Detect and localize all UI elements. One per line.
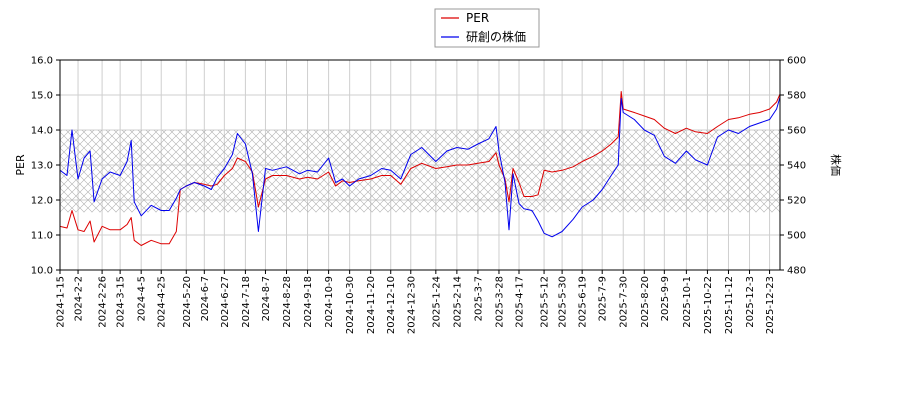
x-tick-label: 2025-10-22: [703, 276, 714, 334]
x-tick-label: 2024-8-7: [261, 276, 272, 321]
x-tick-label: 2025-3-28: [494, 276, 505, 328]
y-tick-label-right: 600: [787, 56, 806, 67]
x-tick-label: 2024-4-25: [157, 276, 168, 328]
legend: PER 研創の株価: [434, 8, 540, 48]
y-tick-label-left: 12.0: [31, 196, 53, 207]
y-tick-label-right: 500: [787, 231, 806, 242]
x-tick-label: 2025-5-12: [540, 276, 551, 328]
x-tick-label: 2024-6-7: [200, 276, 211, 321]
x-tick-label: 2025-5-30: [558, 276, 569, 328]
x-tick-label: 2024-2-26: [98, 276, 109, 328]
x-tick-label: 2024-10-9: [324, 276, 335, 328]
y-axis-right-title: 株価: [829, 154, 843, 176]
y-tick-label-left: 16.0: [31, 56, 53, 67]
legend-label-price: 研創の株価: [466, 29, 526, 44]
series-line-stock-price: [60, 95, 780, 238]
x-tick-label: 2024-3-15: [116, 276, 127, 328]
x-tick-label: 2024-2-2: [74, 276, 85, 321]
x-tick-label: 2025-9-9: [660, 276, 671, 321]
y-tick-label-right: 540: [787, 161, 806, 172]
y-tick-label-left: 13.0: [31, 161, 53, 172]
y-tick-label-left: 15.0: [31, 91, 53, 102]
x-tick-label: 2025-7-9: [598, 276, 609, 321]
series-line-per: [60, 91, 780, 246]
x-tick-label: 2025-7-30: [619, 276, 630, 328]
x-tick-label: 2024-11-20: [366, 276, 377, 334]
x-tick-label: 2024-12-10: [386, 276, 397, 334]
x-tick-label: 2025-1-24: [431, 276, 442, 328]
y-axis-left-title: PER: [14, 154, 27, 176]
x-tick-label: 2024-5-20: [182, 276, 193, 328]
hatched-band: [60, 130, 780, 213]
x-tick-label: 2025-11-12: [724, 276, 735, 334]
x-tick-label: 2024-7-18: [241, 276, 252, 328]
y-tick-label-left: 10.0: [31, 266, 53, 277]
x-tick-label: 2025-8-20: [640, 276, 651, 328]
y-tick-label-right: 520: [787, 196, 806, 207]
x-tick-label: 2025-4-17: [515, 276, 526, 328]
x-tick-label: 2025-6-19: [578, 276, 589, 328]
x-tick-label: 2025-3-7: [473, 276, 484, 321]
x-tick-label: 2024-1-15: [56, 276, 67, 328]
x-tick-label: 2024-4-5: [137, 276, 148, 321]
x-tick-label: 2024-9-18: [303, 276, 314, 328]
legend-label-per: PER: [466, 11, 489, 25]
legend-box: [434, 8, 540, 48]
x-tick-label: 2024-12-30: [406, 276, 417, 334]
x-tick-label: 2024-6-27: [220, 276, 231, 328]
x-tick-label: 2025-10-1: [682, 276, 693, 328]
y-tick-label-right: 580: [787, 91, 806, 102]
y-tick-label-right: 480: [787, 266, 806, 277]
x-tick-label: 2025-2-14: [452, 276, 463, 328]
y-tick-label-left: 14.0: [31, 126, 53, 137]
x-tick-label: 2025-12-23: [765, 276, 776, 334]
x-tick-label: 2024-8-28: [282, 276, 293, 328]
y-tick-label-left: 11.0: [31, 231, 53, 242]
x-tick-label: 2024-10-30: [345, 276, 356, 334]
x-tick-label: 2025-12-3: [745, 276, 756, 328]
y-tick-label-right: 560: [787, 126, 806, 137]
